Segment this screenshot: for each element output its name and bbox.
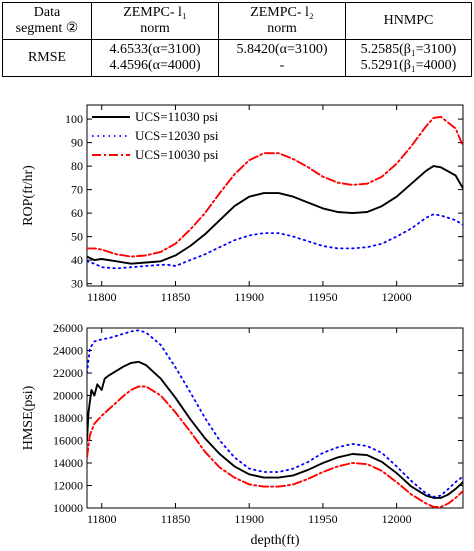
series-line-ucs-12030-psi — [87, 213, 463, 270]
y-tick-label: 60 — [71, 206, 83, 220]
x-tick-label: 11850 — [161, 512, 191, 526]
table-header-row: Data segment ② ZEMPC- l₁ norm ZEMPC- l₂ … — [2, 2, 472, 40]
x-tick-label: 11850 — [161, 290, 191, 304]
x-tick-label: 11800 — [87, 512, 117, 526]
x-tick-label: 11950 — [308, 512, 338, 526]
x-tick-label: 12000 — [382, 290, 412, 304]
y-tick-label: 100 — [65, 112, 83, 126]
value-cell-zempc-l1: 4.6533(α=3100) 4.4596(α=4000) — [91, 39, 219, 77]
x-axis-label: depth(ft) — [251, 533, 300, 548]
y-tick-label: 16000 — [53, 434, 83, 448]
y-tick-label: 10000 — [53, 501, 83, 515]
y-axis-label: ROP(ft/hr) — [21, 165, 36, 226]
legend-label: UCS=12030 psi — [135, 128, 219, 143]
table-row: RMSE 4.6533(α=3100) 4.4596(α=4000) 5.842… — [2, 39, 472, 77]
y-tick-label: 50 — [71, 230, 83, 244]
legend-label: UCS=11030 psi — [135, 109, 218, 124]
series-line-ucs-11030-psi — [87, 360, 463, 499]
x-tick-label: 11950 — [308, 290, 338, 304]
rmse-table: Data segment ② ZEMPC- l₁ norm ZEMPC- l₂ … — [2, 2, 472, 77]
y-tick-label: 14000 — [53, 456, 83, 470]
series-line-ucs-10030-psi — [87, 385, 463, 508]
x-tick-label: 12000 — [382, 512, 412, 526]
y-tick-label: 20000 — [53, 389, 83, 403]
x-tick-label: 11800 — [87, 290, 117, 304]
y-tick-label: 90 — [71, 136, 83, 150]
series-line-ucs-12030-psi — [87, 329, 463, 498]
value-cell-zempc-l2: 5.8420(α=3100) - — [218, 39, 346, 77]
legend-label: UCS=10030 psi — [135, 147, 219, 162]
series-line-ucs-10030-psi — [87, 115, 463, 258]
header-cell-zempc-l1: ZEMPC- l₁ norm — [91, 2, 219, 40]
x-tick-label: 11900 — [234, 512, 264, 526]
y-axis-label: HMSE(psi) — [21, 385, 36, 450]
series-line-ucs-11030-psi — [87, 165, 463, 265]
y-tick-label: 24000 — [53, 344, 83, 358]
header-cell-hnmpc: HNMPC — [345, 2, 472, 40]
y-tick-label: 12000 — [53, 479, 83, 493]
y-tick-label: 30 — [71, 277, 83, 291]
value-cell-hnmpc: 5.2585(β₁=3100) 5.5291(β₁=4000) — [345, 39, 472, 77]
header-cell-data-segment: Data segment ② — [2, 2, 92, 40]
y-tick-label: 80 — [71, 159, 83, 173]
y-tick-label: 26000 — [53, 321, 83, 335]
y-tick-label: 18000 — [53, 411, 83, 425]
x-tick-label: 11900 — [234, 290, 264, 304]
row-label-rmse: RMSE — [2, 39, 92, 77]
plot-frame — [86, 104, 464, 287]
header-cell-zempc-l2: ZEMPC- l₂ norm — [218, 2, 346, 40]
y-tick-label: 40 — [71, 253, 83, 267]
y-tick-label: 70 — [71, 183, 83, 197]
y-tick-label: 22000 — [53, 366, 83, 380]
